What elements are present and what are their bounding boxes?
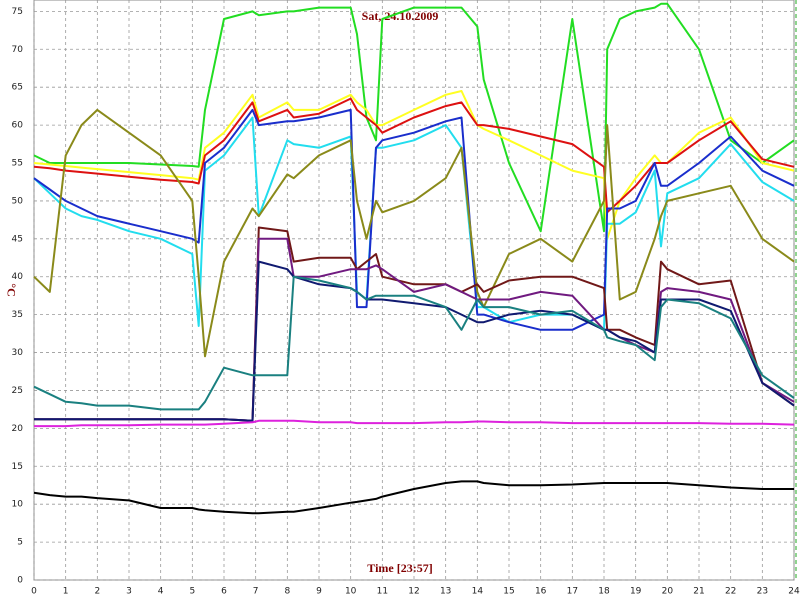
chart-title: Sat, 24.10.2009 [362,9,439,23]
x-tick-label: 1 [63,587,69,597]
x-tick-label: 4 [158,587,164,597]
series-line [33,97,795,214]
y-tick-label: 25 [12,386,23,396]
x-tick-label: 10 [345,587,357,597]
x-tick-label: 15 [503,587,514,597]
x-tick-label: 0 [31,587,37,597]
lines [33,2,795,515]
y-tick-label: 65 [12,83,23,93]
x-tick-label: 3 [126,587,132,597]
y-tick-label: 35 [12,310,23,320]
x-tick-label: 20 [662,587,674,597]
x-tick-label: 16 [535,587,547,597]
x-tick-label: 17 [567,587,578,597]
x-tick-label: 24 [788,587,800,597]
x-tick-label: 11 [377,587,388,597]
y-tick-label: 60 [12,121,24,131]
y-tick-label: 20 [12,424,24,434]
y-tick-label: 0 [17,576,23,586]
x-tick-label: 8 [284,587,290,597]
y-axis-label: °C [4,283,18,296]
y-tick-label: 30 [12,348,24,358]
y-tick-label: 55 [12,159,23,169]
x-tick-label: 18 [598,587,610,597]
series-line [33,116,795,331]
series-line [34,419,795,428]
y-tick-label: 5 [17,538,23,548]
x-tick-label: 22 [725,587,736,597]
series-line [34,260,795,422]
x-tick-label: 5 [189,587,195,597]
x-axis-label: Time [23:57] [367,561,432,575]
x-tick-label: 14 [472,587,484,597]
y-tick-label: 50 [12,196,24,206]
x-tick-label: 21 [693,587,704,597]
y-tick-label: 70 [12,45,24,55]
x-tick-label: 9 [316,587,322,597]
x-tick-label: 12 [408,587,419,597]
x-tick-label: 23 [757,587,768,597]
y-tick-label: 10 [12,500,24,510]
x-tick-label: 2 [94,587,100,597]
x-tick-label: 7 [253,587,259,597]
x-tick-label: 6 [221,587,227,597]
series-line [33,275,795,411]
y-tick-label: 40 [12,272,24,282]
series-line [33,2,795,233]
series-line [33,108,795,331]
x-tick-label: 13 [440,587,451,597]
y-tick-label: 75 [12,7,23,17]
x-tick-label: 19 [630,587,642,597]
y-tick-label: 15 [12,462,23,472]
series-line [33,108,795,358]
y-tick-label: 45 [12,234,23,244]
series-line [33,480,794,515]
